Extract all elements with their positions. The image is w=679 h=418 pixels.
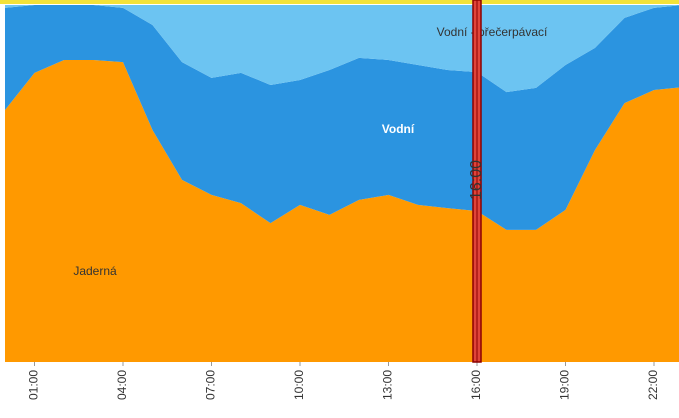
series-label: Vodní - přečerpávací	[437, 25, 548, 39]
x-tick-label: 04:00	[115, 370, 129, 400]
x-tick-label: 01:00	[27, 370, 41, 400]
x-tick-label: 13:00	[381, 370, 395, 400]
x-tick-label: 07:00	[204, 370, 218, 400]
x-tick-label: 16:00	[469, 370, 483, 400]
x-tick-label: 10:00	[292, 370, 306, 400]
area	[5, 5, 679, 230]
plot-area	[5, 5, 679, 362]
series-label: Vodní	[382, 122, 415, 136]
x-tick-label: 19:00	[558, 370, 572, 400]
series-label: Jaderná	[73, 264, 117, 278]
area	[5, 5, 679, 93]
area	[5, 59, 679, 362]
marker-label: 16:00	[468, 160, 485, 200]
top-band	[0, 0, 679, 4]
x-tick-label: 22:00	[646, 370, 660, 400]
